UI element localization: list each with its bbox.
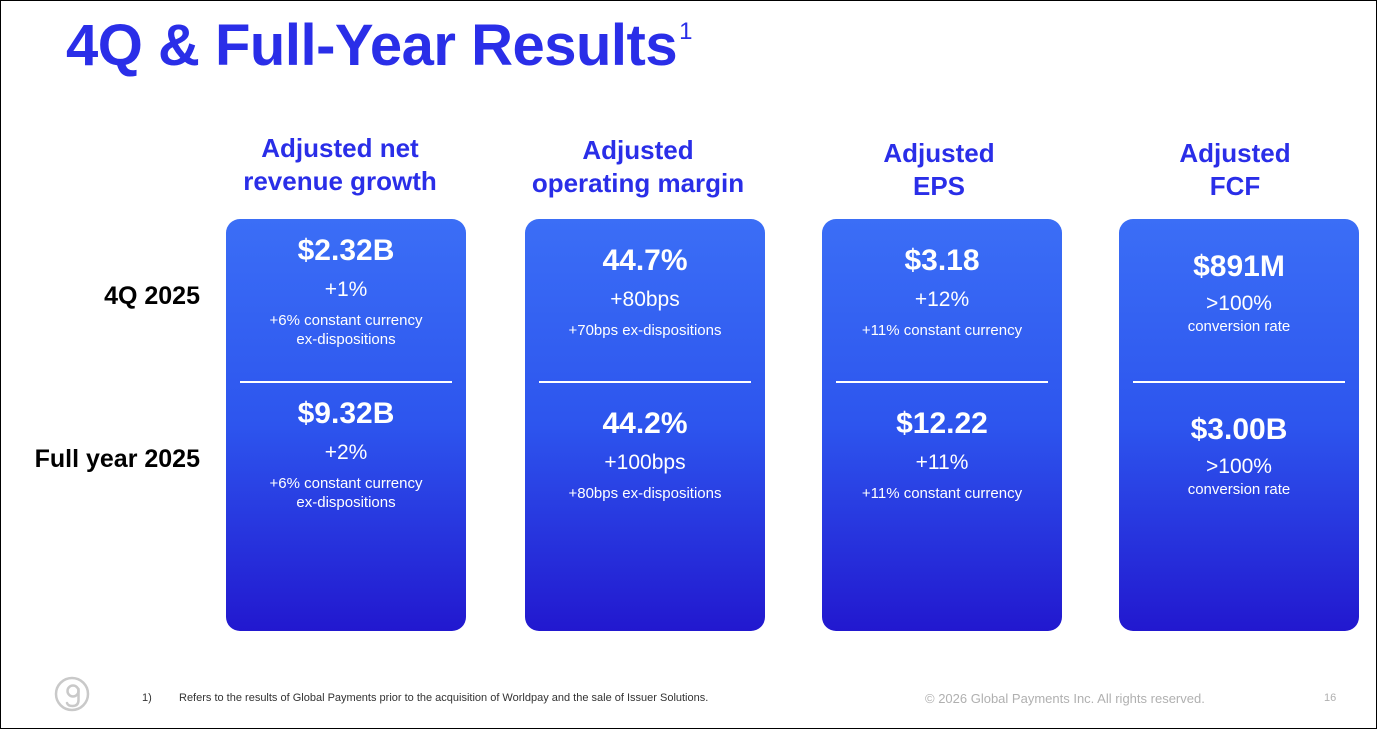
metric-value: $9.32B bbox=[297, 397, 395, 430]
header-line: EPS bbox=[912, 171, 966, 201]
q4-metric: 44.7% +80bps +70bps ex-dispositions bbox=[525, 243, 765, 340]
title-footnote-marker: 1 bbox=[679, 18, 692, 45]
footnote-text: Refers to the results of Global Payments… bbox=[179, 692, 709, 704]
metric-change: >100% bbox=[1206, 455, 1272, 478]
header-fcf: Adjusted FCF bbox=[1105, 137, 1365, 203]
q4-metric: $2.32B +1% +6% constant currency ex-disp… bbox=[226, 233, 466, 349]
metric-value: $12.22 bbox=[896, 407, 988, 440]
metric-change: +1% bbox=[324, 278, 368, 301]
header-line: Adjusted bbox=[582, 135, 694, 165]
card-operating-margin: 44.7% +80bps +70bps ex-dispositions 44.2… bbox=[525, 219, 765, 631]
card-net-revenue-growth: $2.32B +1% +6% constant currency ex-disp… bbox=[226, 219, 466, 631]
metric-note: conversion rate bbox=[1187, 318, 1291, 335]
metric-note: ex-dispositions bbox=[296, 331, 396, 348]
global-payments-logo-icon bbox=[54, 676, 90, 712]
metric-value: $3.00B bbox=[1190, 413, 1288, 446]
copyright-notice: © 2026 Global Payments Inc. All rights r… bbox=[925, 691, 1205, 706]
metric-note: conversion rate bbox=[1187, 481, 1291, 498]
metric-change: +12% bbox=[914, 288, 970, 311]
divider bbox=[539, 381, 751, 383]
metric-note: ex-dispositions bbox=[296, 494, 396, 511]
page-number: 16 bbox=[1324, 692, 1337, 704]
header-line: FCF bbox=[1209, 171, 1261, 201]
metric-note: +11% constant currency bbox=[861, 485, 1023, 502]
header-line: operating margin bbox=[531, 168, 745, 198]
divider bbox=[836, 381, 1048, 383]
metric-note: +11% constant currency bbox=[861, 322, 1023, 339]
card-fcf: $891M >100% conversion rate $3.00B >100%… bbox=[1119, 219, 1359, 631]
slide-title: 4Q & Full-Year Results1 bbox=[66, 13, 692, 78]
metric-note: +6% constant currency bbox=[269, 475, 423, 492]
footnote-number: 1) bbox=[142, 692, 152, 704]
metric-change: +80bps bbox=[610, 288, 680, 311]
header-line: Adjusted bbox=[1179, 138, 1291, 168]
divider bbox=[1133, 381, 1345, 383]
metric-change: +2% bbox=[324, 441, 368, 464]
metric-value: 44.2% bbox=[602, 407, 688, 440]
metric-value: $891M bbox=[1193, 250, 1285, 283]
header-line: Adjusted net bbox=[261, 133, 419, 163]
q4-metric: $891M >100% conversion rate bbox=[1119, 249, 1359, 336]
header-line: revenue growth bbox=[243, 166, 437, 196]
metric-note: +80bps ex-dispositions bbox=[568, 485, 722, 502]
fy-metric: $3.00B >100% conversion rate bbox=[1119, 412, 1359, 499]
card-eps: $3.18 +12% +11% constant currency $12.22… bbox=[822, 219, 1062, 631]
fy-metric: $9.32B +2% +6% constant currency ex-disp… bbox=[226, 396, 466, 512]
q4-metric: $3.18 +12% +11% constant currency bbox=[822, 243, 1062, 340]
metric-note: +70bps ex-dispositions bbox=[568, 322, 722, 339]
metric-change: >100% bbox=[1206, 292, 1272, 315]
header-net-revenue-growth: Adjusted net revenue growth bbox=[210, 132, 470, 198]
row-label-full-year-2025: Full year 2025 bbox=[34, 445, 200, 473]
row-label-4q-2025: 4Q 2025 bbox=[104, 282, 200, 310]
metric-value: 44.7% bbox=[602, 244, 688, 277]
fy-metric: 44.2% +100bps +80bps ex-dispositions bbox=[525, 406, 765, 503]
metric-change: +100bps bbox=[604, 451, 686, 474]
divider bbox=[240, 381, 452, 383]
header-line: Adjusted bbox=[883, 138, 995, 168]
header-operating-margin: Adjusted operating margin bbox=[508, 134, 768, 200]
metric-note: +6% constant currency bbox=[269, 312, 423, 329]
metric-change: +11% bbox=[915, 451, 969, 474]
header-eps: Adjusted EPS bbox=[809, 137, 1069, 203]
metric-value: $2.32B bbox=[297, 234, 395, 267]
metric-value: $3.18 bbox=[904, 244, 980, 277]
fy-metric: $12.22 +11% +11% constant currency bbox=[822, 406, 1062, 503]
